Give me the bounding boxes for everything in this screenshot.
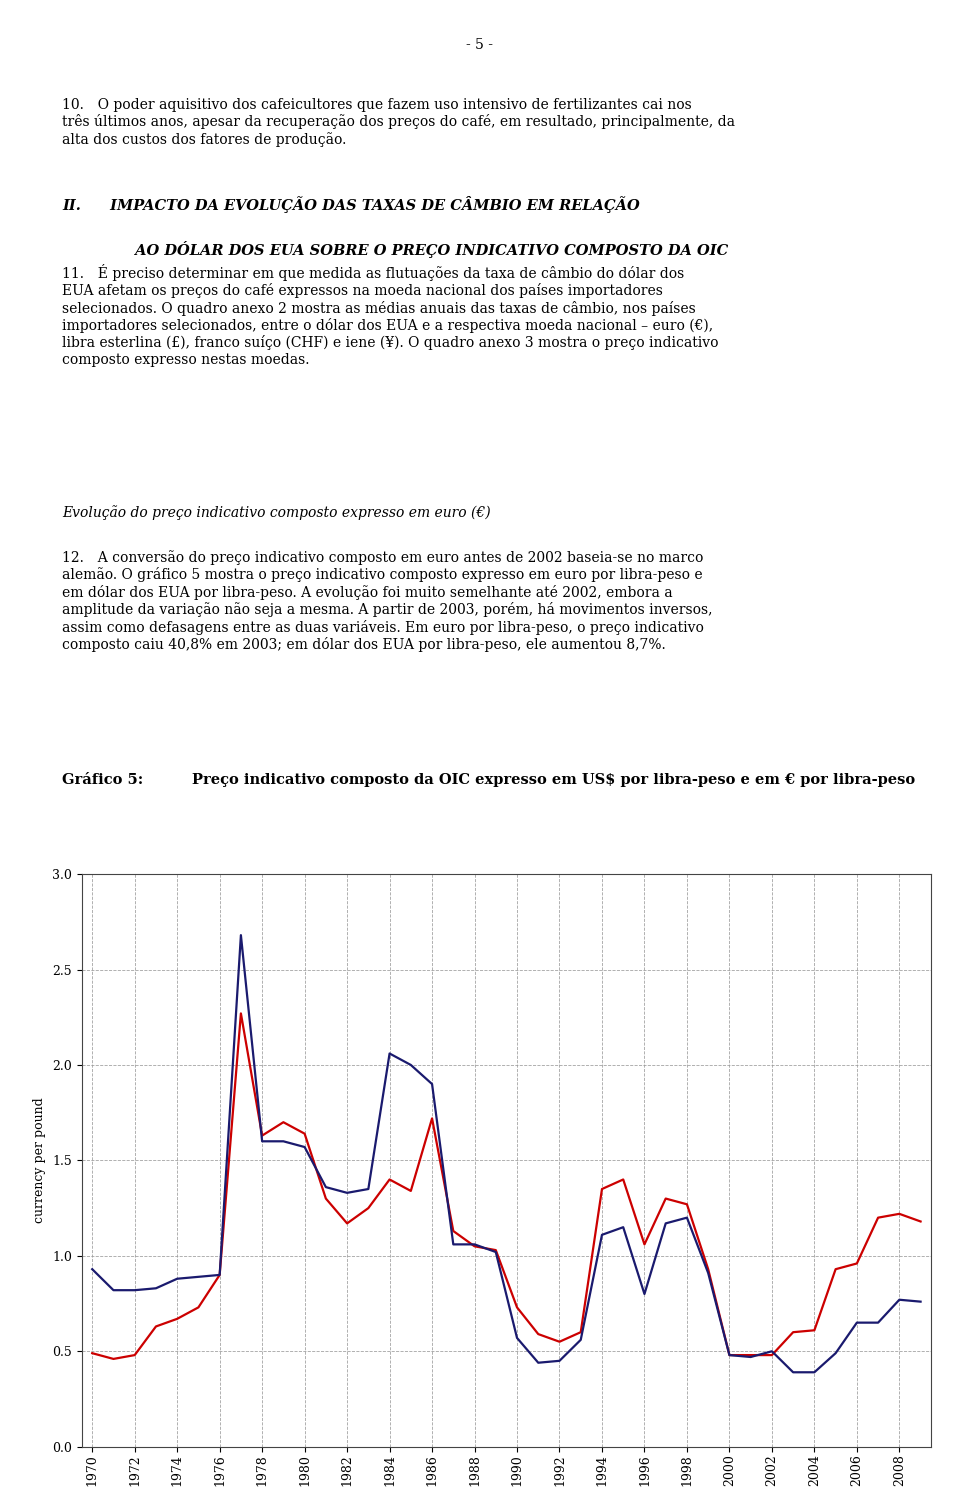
Text: 12. A conversão do preço indicativo composto em euro antes de 2002 baseia-se no : 12. A conversão do preço indicativo comp… (62, 550, 713, 653)
Text: 11. É preciso determinar em que medida as flutuações da taxa de câmbio do dólar : 11. É preciso determinar em que medida a… (62, 264, 719, 366)
Text: Evolução do preço indicativo composto expresso em euro (€): Evolução do preço indicativo composto ex… (62, 505, 491, 520)
Text: Gráfico 5:: Gráfico 5: (62, 773, 144, 787)
Text: AO DÓLAR DOS EUA SOBRE O PREÇO INDICATIVO COMPOSTO DA OIC: AO DÓLAR DOS EUA SOBRE O PREÇO INDICATIV… (62, 241, 729, 258)
Text: - 5 -: - 5 - (467, 38, 493, 51)
Text: 10. O poder aquisitivo dos cafeicultores que fazem uso intensivo de fertilizante: 10. O poder aquisitivo dos cafeicultores… (62, 98, 735, 146)
Text: II.  IMPACTO DA EVOLUÇÃO DAS TAXAS DE CÂMBIO EM RELAÇÃO: II. IMPACTO DA EVOLUÇÃO DAS TAXAS DE CÂM… (62, 196, 640, 212)
Text: Preço indicativo composto da OIC expresso em US$ por libra-peso e em € por libra: Preço indicativo composto da OIC express… (192, 773, 915, 787)
Y-axis label: currency per pound: currency per pound (34, 1097, 46, 1224)
